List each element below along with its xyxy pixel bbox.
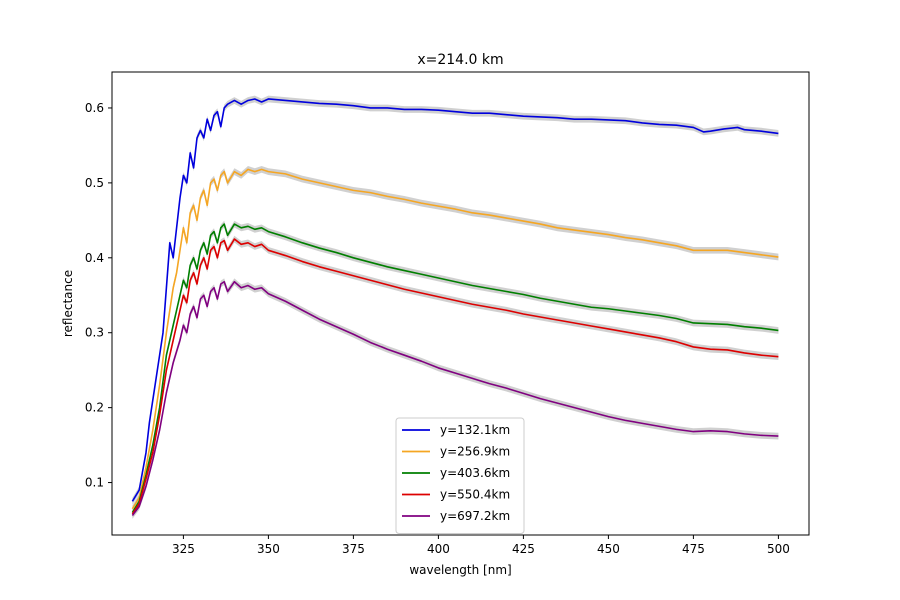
legend-label-2: y=256.9km bbox=[440, 445, 510, 459]
y-tick-label: 0.1 bbox=[85, 476, 104, 490]
series-line-5 bbox=[131, 280, 779, 517]
x-tick-label: 375 bbox=[342, 542, 365, 556]
x-tick-label: 350 bbox=[257, 542, 280, 556]
series-line-2 bbox=[131, 168, 779, 510]
y-axis-label: reflectance bbox=[61, 270, 75, 337]
x-tick-label: 425 bbox=[512, 542, 535, 556]
series-line-4 bbox=[131, 238, 779, 515]
x-tick-label: 400 bbox=[427, 542, 450, 556]
chart-title: x=214.0 km bbox=[417, 52, 503, 68]
axes-frame bbox=[111, 71, 810, 536]
legend-label-4: y=550.4km bbox=[440, 488, 510, 502]
y-tick-label: 0.5 bbox=[85, 176, 104, 190]
series-line-3 bbox=[131, 223, 779, 513]
legend-label-5: y=697.2km bbox=[440, 509, 510, 523]
y-tick-label: 0.3 bbox=[85, 326, 104, 340]
y-axis-ticks: 0.1 0.2 0.3 0.4 0.5 0.6 bbox=[85, 101, 112, 490]
y-tick-label: 0.2 bbox=[85, 401, 104, 415]
series-line-1 bbox=[131, 98, 779, 502]
legend: y=132.1km y=256.9km y=403.6km y=550.4km y=69… bbox=[395, 417, 525, 534]
x-axis-label: wavelength [nm] bbox=[409, 563, 511, 577]
legend-label-3: y=403.6km bbox=[440, 466, 510, 480]
x-axis-ticks: 325 350 375 400 425 450 475 500 bbox=[172, 535, 790, 556]
legend-box bbox=[395, 417, 525, 534]
x-tick-label: 500 bbox=[767, 542, 790, 556]
x-tick-label: 325 bbox=[172, 542, 195, 556]
x-tick-label: 475 bbox=[682, 542, 705, 556]
y-tick-label: 0.6 bbox=[85, 101, 104, 115]
x-tick-label: 450 bbox=[597, 542, 620, 556]
y-tick-label: 0.4 bbox=[85, 251, 104, 265]
legend-label-1: y=132.1km bbox=[440, 423, 510, 437]
plot-area bbox=[131, 95, 779, 519]
uncertainty-band-3 bbox=[132, 220, 779, 516]
